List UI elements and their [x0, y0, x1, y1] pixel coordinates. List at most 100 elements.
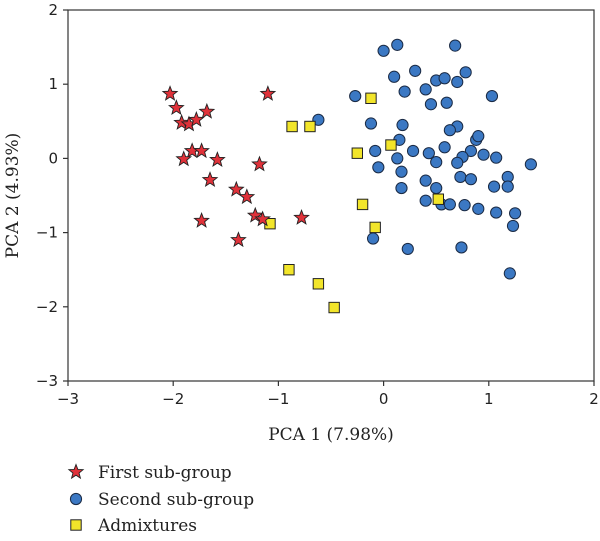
data-points	[161, 38, 537, 314]
star-point	[188, 111, 205, 127]
star-point	[198, 102, 216, 119]
circle-point	[388, 70, 401, 83]
circle-point	[449, 39, 462, 52]
circle-point	[458, 199, 471, 212]
square-point	[356, 198, 369, 211]
y-tick-label: 1	[48, 75, 58, 93]
circle-point	[401, 242, 414, 256]
square-point	[286, 120, 298, 133]
legend-label: Admixtures	[97, 516, 197, 536]
circle-point	[501, 180, 514, 193]
square-point	[351, 147, 364, 159]
circle-point	[419, 174, 432, 187]
circle-point	[422, 147, 435, 160]
star-point	[161, 85, 179, 101]
circle-point	[490, 151, 503, 164]
star-point	[254, 210, 271, 227]
series-square	[264, 92, 445, 314]
circle-point	[477, 148, 490, 161]
circle-point	[396, 118, 409, 132]
x-tick-label: 0	[379, 390, 389, 408]
circle-point	[451, 156, 464, 169]
x-axis-label: PCA 1 (7.98%)	[268, 425, 394, 445]
legend-label: Second sub-group	[98, 490, 254, 510]
circle-point	[451, 75, 464, 89]
circle-point	[443, 124, 456, 137]
x-tick-label: −3	[57, 390, 79, 408]
circle-point	[419, 83, 432, 96]
circle-point	[454, 170, 467, 184]
square-point	[283, 264, 295, 276]
circle-point	[472, 130, 485, 143]
circle-point	[524, 158, 537, 171]
circle-point	[398, 85, 411, 98]
legend: First sub-group Second sub-group Admixture…	[67, 463, 254, 536]
star-point	[238, 188, 256, 205]
square-point	[365, 92, 377, 104]
y-tick-label: −2	[36, 298, 58, 316]
legend-square-marker	[70, 519, 82, 531]
circle-point	[391, 38, 404, 51]
star-point	[230, 231, 247, 248]
circle-point	[440, 96, 453, 109]
square-point	[328, 301, 340, 314]
star-point	[251, 155, 268, 172]
circle-point	[506, 219, 520, 233]
star-point	[227, 180, 245, 197]
square-point	[304, 120, 316, 133]
circle-point	[487, 180, 501, 193]
circle-point	[369, 144, 382, 158]
circle-point	[372, 161, 385, 174]
circle-point	[406, 144, 420, 158]
y-tick-label: 0	[48, 149, 58, 167]
star-point	[293, 209, 310, 225]
plot-frame	[67, 9, 595, 382]
x-tick-label: 2	[589, 390, 599, 408]
star-point	[201, 171, 219, 188]
circle-point	[430, 181, 443, 195]
circle-point	[464, 173, 478, 186]
circle-point	[490, 206, 503, 219]
square-point	[385, 139, 397, 151]
circle-point	[364, 117, 378, 130]
circle-point	[395, 181, 408, 195]
star-point	[193, 211, 210, 228]
series-circle	[312, 38, 537, 280]
x-tick-label: 1	[484, 390, 494, 408]
y-tick-label: −3	[36, 372, 58, 390]
circle-point	[391, 152, 404, 165]
square-point	[432, 193, 445, 205]
circle-point	[377, 44, 390, 57]
circle-point	[455, 241, 468, 254]
star-point	[246, 206, 264, 223]
star-point	[209, 151, 226, 167]
star-point	[193, 142, 210, 159]
star-point	[175, 150, 193, 167]
circle-point	[464, 144, 478, 158]
circle-point	[443, 198, 456, 211]
circle-point	[349, 89, 362, 103]
star-point	[259, 85, 277, 101]
square-point	[312, 278, 325, 290]
circle-point	[424, 98, 438, 111]
legend-label: First sub-group	[98, 463, 232, 483]
circle-point	[430, 156, 443, 169]
x-tick-label: −1	[267, 390, 289, 408]
square-point	[369, 221, 381, 234]
circle-point	[419, 194, 432, 207]
circle-point	[438, 141, 451, 154]
legend-circle-marker	[69, 492, 83, 506]
circle-point	[409, 64, 422, 77]
y-tick-label: −1	[36, 224, 58, 242]
y-tick-label: 2	[48, 1, 58, 19]
circle-point	[472, 202, 485, 215]
series-star	[161, 85, 310, 248]
circle-point	[485, 89, 499, 103]
circle-point	[508, 207, 522, 220]
circle-point	[503, 267, 516, 280]
legend-star-marker	[67, 463, 85, 480]
star-point	[168, 99, 185, 116]
axes: −3 −2 −1 0 1 2 −3 −2 −1 0 1 2	[36, 1, 599, 408]
circle-point	[438, 72, 451, 85]
